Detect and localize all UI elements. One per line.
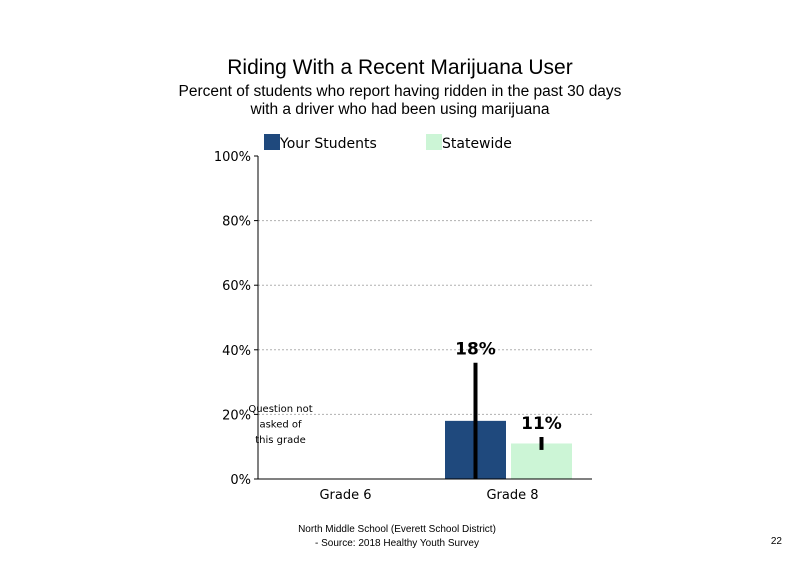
annotation-line: asked of <box>259 420 302 431</box>
annotation-line: this grade <box>255 435 306 446</box>
y-tick-label: 100% <box>214 150 251 165</box>
legend: Your Students Statewide <box>264 134 512 152</box>
legend-swatch-statewide <box>426 134 442 150</box>
axes <box>254 155 592 480</box>
chart-subtitle-line-1: Percent of students who report having ri… <box>178 83 622 100</box>
y-tick-label: 40% <box>222 344 251 359</box>
footer-school: North Middle School (Everett School Dist… <box>298 524 496 535</box>
y-tick-label: 60% <box>222 279 251 294</box>
legend-label-your-students: Your Students <box>279 136 377 152</box>
chart-title: Riding With a Recent Marijuana User <box>227 56 573 79</box>
legend-label-statewide: Statewide <box>442 136 512 152</box>
x-tick-label: Grade 6 <box>319 488 371 503</box>
x-tick-label: Grade 8 <box>486 488 538 503</box>
y-tick-label: 80% <box>222 215 251 230</box>
data-label-your-students-grade-8: 18% <box>455 340 496 360</box>
footer-source: - Source: 2018 Healthy Youth Survey <box>315 538 479 549</box>
legend-swatch-your-students <box>264 134 280 150</box>
page-number: 22 <box>770 536 782 547</box>
y-tick-label: 20% <box>222 408 251 423</box>
chart-subtitle-line-2: with a driver who had been using marijua… <box>250 101 550 118</box>
bars <box>445 362 572 479</box>
annotation-line: Question not <box>248 404 312 415</box>
labels: 0% 20% 40% 60% 80% 100% Grade 6 Question not ask… <box>214 150 562 503</box>
gridlines <box>258 220 592 415</box>
y-tick-label: 0% <box>230 473 251 488</box>
data-label-statewide-grade-8: 11% <box>521 414 562 434</box>
